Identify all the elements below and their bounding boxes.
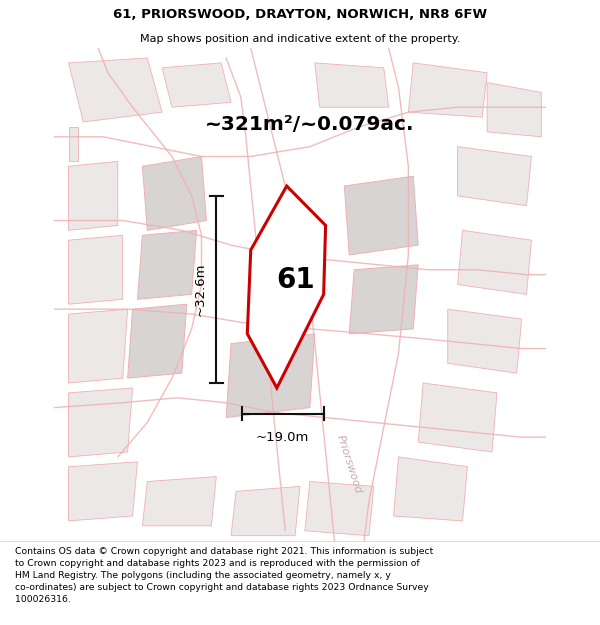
Polygon shape — [247, 186, 326, 388]
Text: Priorswood: Priorswood — [335, 434, 364, 495]
Polygon shape — [68, 462, 137, 521]
Text: ~19.0m: ~19.0m — [256, 431, 310, 444]
Polygon shape — [128, 304, 187, 378]
Polygon shape — [162, 63, 231, 108]
Polygon shape — [487, 82, 541, 137]
Polygon shape — [305, 481, 374, 536]
Polygon shape — [458, 231, 532, 294]
Polygon shape — [68, 388, 133, 457]
Polygon shape — [409, 63, 487, 117]
Polygon shape — [68, 127, 79, 161]
Text: 61: 61 — [276, 266, 314, 294]
Text: ~321m²/~0.079ac.: ~321m²/~0.079ac. — [205, 115, 415, 134]
Polygon shape — [458, 147, 532, 206]
Polygon shape — [394, 457, 467, 521]
Polygon shape — [68, 58, 162, 122]
Polygon shape — [142, 477, 216, 526]
Polygon shape — [226, 334, 315, 418]
Polygon shape — [418, 383, 497, 452]
Polygon shape — [448, 309, 521, 373]
Polygon shape — [142, 156, 206, 231]
Text: Map shows position and indicative extent of the property.: Map shows position and indicative extent… — [140, 34, 460, 44]
Polygon shape — [231, 486, 300, 536]
Polygon shape — [68, 161, 118, 231]
Text: Contains OS data © Crown copyright and database right 2021. This information is : Contains OS data © Crown copyright and d… — [15, 546, 433, 604]
Text: ~32.6m: ~32.6m — [194, 262, 207, 316]
Polygon shape — [68, 235, 122, 304]
Text: 61, PRIORSWOOD, DRAYTON, NORWICH, NR8 6FW: 61, PRIORSWOOD, DRAYTON, NORWICH, NR8 6F… — [113, 8, 487, 21]
Polygon shape — [349, 265, 418, 334]
Polygon shape — [137, 231, 197, 299]
Polygon shape — [68, 309, 128, 383]
Polygon shape — [315, 63, 389, 108]
Polygon shape — [344, 176, 418, 255]
